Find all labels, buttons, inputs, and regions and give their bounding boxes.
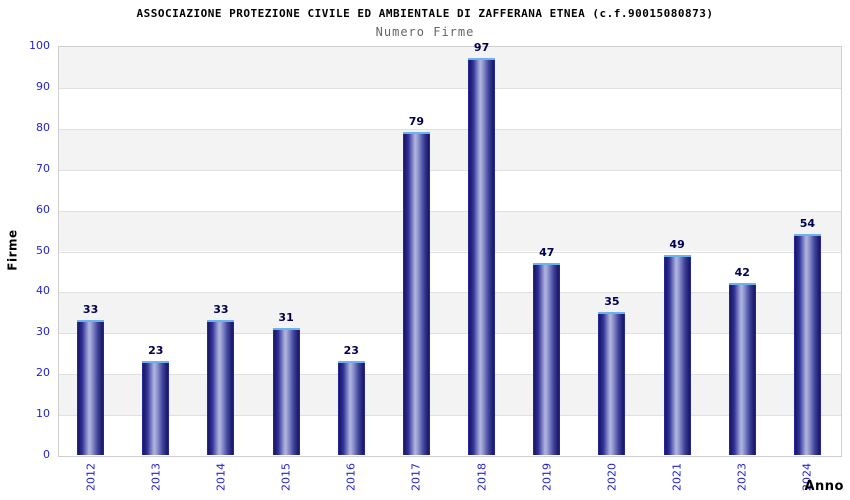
x-tick-label: 2023 — [735, 463, 749, 491]
y-tick-label: 60 — [36, 202, 50, 216]
x-tick-label: 2014 — [214, 463, 228, 491]
bar-value-label: 31 — [278, 311, 294, 325]
y-tick-label: 20 — [36, 366, 50, 380]
gridline — [59, 169, 841, 171]
x-tick-label: 2017 — [409, 463, 423, 491]
bar-2017 — [402, 131, 430, 455]
x-tick-label: 2015 — [279, 463, 293, 491]
bar-2018 — [468, 58, 496, 455]
y-tick-label: 10 — [36, 407, 50, 421]
chart-title: ASSOCIAZIONE PROTEZIONE CIVILE ED AMBIEN… — [136, 7, 714, 20]
bar-2012 — [77, 320, 105, 455]
y-tick-label: 70 — [36, 161, 50, 175]
bar-2019 — [533, 262, 561, 455]
grid-band — [59, 128, 841, 170]
y-tick-label: 90 — [36, 79, 50, 93]
y-tick-label: 80 — [36, 120, 50, 134]
grid-band — [59, 210, 841, 252]
y-tick-label: 100 — [29, 39, 50, 52]
bar-value-label: 47 — [539, 245, 555, 259]
bar-2024 — [793, 234, 821, 455]
gridline — [59, 292, 841, 294]
bar-2015 — [272, 328, 300, 455]
bar-value-label: 33 — [82, 303, 99, 317]
x-tick-label: 2021 — [670, 463, 684, 491]
grid-band — [59, 169, 841, 211]
bar-value-label: 42 — [734, 266, 750, 280]
grid-band — [59, 292, 841, 334]
x-tick-label: 2012 — [84, 463, 98, 491]
bar-2021 — [663, 254, 691, 455]
bar-2013 — [142, 360, 170, 455]
bar-value-label: 54 — [799, 217, 816, 231]
bar-value-label: 49 — [669, 237, 685, 251]
y-tick-label: 40 — [36, 284, 50, 298]
x-tick-label: 2018 — [475, 463, 489, 491]
bar-2014 — [207, 320, 235, 455]
grid-band — [59, 87, 841, 129]
bar-value-label: 79 — [408, 114, 425, 128]
bar-value-label: 23 — [343, 343, 359, 357]
grid-band — [59, 47, 841, 88]
bar-2020 — [598, 311, 626, 455]
x-tick-label: 2013 — [149, 463, 163, 491]
x-tick-label: 2019 — [540, 463, 554, 491]
grid-band — [59, 415, 841, 456]
x-tick-label: 2020 — [605, 463, 619, 491]
y-axis-title: Firme — [5, 229, 20, 271]
plot-area — [58, 46, 842, 457]
gridline — [59, 87, 841, 89]
x-tick-label: 2016 — [344, 463, 358, 491]
y-tick-label: 0 — [43, 448, 50, 461]
bar-2023 — [728, 283, 756, 455]
y-tick-label: 50 — [36, 243, 50, 257]
gridline — [59, 251, 841, 253]
gridline — [59, 128, 841, 130]
grid-band — [59, 374, 841, 416]
bar-value-label: 33 — [213, 303, 229, 317]
bar-value-label: 23 — [148, 343, 164, 357]
gridline — [59, 374, 841, 376]
grid-band — [59, 251, 841, 293]
bar-value-label: 97 — [473, 41, 490, 55]
bar-2016 — [337, 360, 365, 455]
chart-subtitle: Numero Firme — [375, 25, 475, 39]
grid-band — [59, 333, 841, 375]
gridline — [59, 415, 841, 417]
gridline — [59, 210, 841, 212]
y-tick-label: 30 — [36, 325, 50, 339]
gridline — [59, 333, 841, 335]
bar-value-label: 35 — [604, 294, 620, 308]
x-axis-title: Anno — [804, 479, 844, 494]
